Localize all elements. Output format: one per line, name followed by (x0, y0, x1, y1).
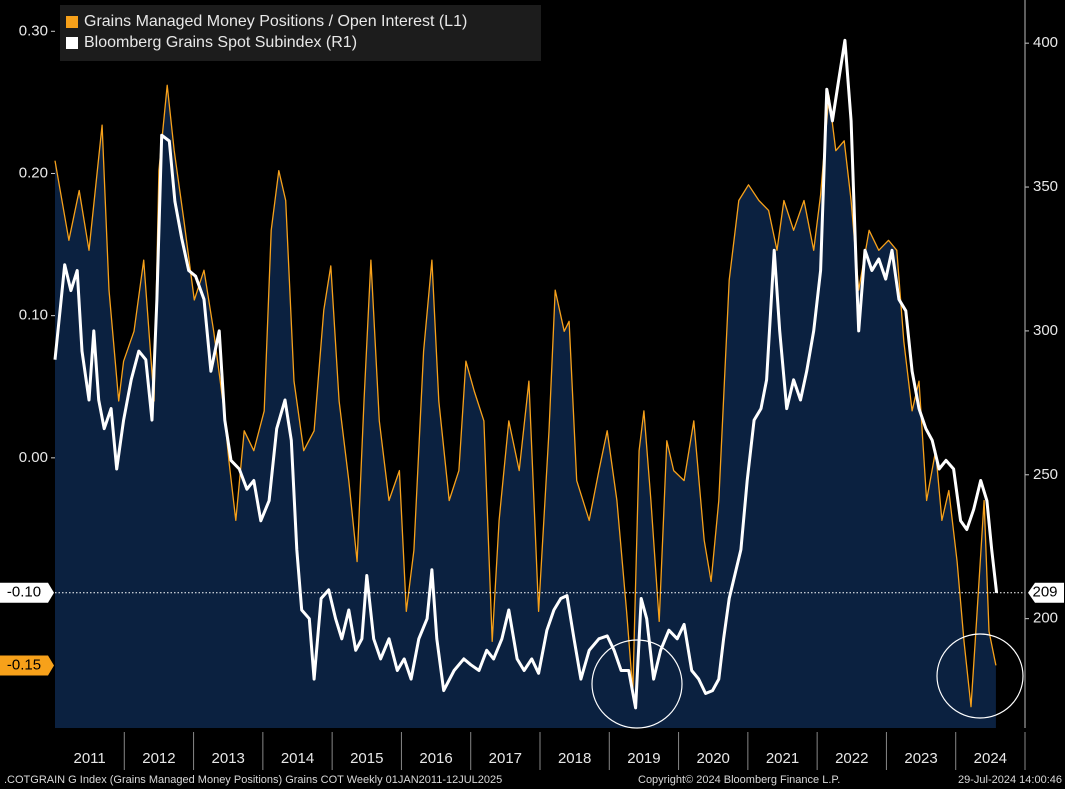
legend-swatch (66, 16, 78, 28)
last-value-label: 209 (1032, 584, 1057, 601)
legend-label: Grains Managed Money Positions / Open In… (84, 13, 467, 30)
y2-tick-label: 300 (1033, 322, 1058, 339)
x-tick-label: 2013 (212, 750, 245, 767)
x-tick-label: 2014 (281, 750, 314, 767)
y-tick-label: 0.30 (19, 22, 48, 39)
legend-box (60, 5, 541, 61)
footer-copyright: Copyright© 2024 Bloomberg Finance L.P. (638, 774, 840, 786)
y2-tick-label: 350 (1033, 178, 1058, 195)
last-value-box (0, 582, 54, 603)
last-value-box (0, 655, 54, 676)
x-tick-label: 2017 (489, 750, 522, 767)
x-tick-label: 2023 (904, 750, 937, 767)
footer-date: 29-Jul-2024 14:00:46 (958, 774, 1062, 786)
x-tick-label: 2019 (627, 750, 660, 767)
x-tick-label: 2020 (697, 750, 730, 767)
y-tick-label: 0.00 (19, 449, 48, 466)
y2-tick-label: 200 (1033, 610, 1058, 627)
legend-label: Bloomberg Grains Spot Subindex (R1) (84, 34, 357, 51)
x-tick-label: 2021 (766, 750, 799, 767)
x-tick-label: 2011 (74, 750, 106, 767)
last-value-box (1028, 582, 1064, 603)
x-tick-label: 2024 (974, 750, 1007, 767)
last-value-label: -0.15 (7, 656, 41, 673)
footer-source: .COTGRAIN G Index (Grains Managed Money … (4, 774, 502, 786)
highlight-circle (591, 639, 683, 729)
legend-swatch (66, 37, 78, 49)
x-tick-label: 2018 (558, 750, 591, 767)
x-tick-label: 2022 (835, 750, 868, 767)
highlight-circle (936, 633, 1024, 719)
y-tick-label: 0.10 (19, 307, 48, 324)
y-tick-label: 0.20 (19, 164, 48, 181)
y2-tick-label: 250 (1033, 466, 1058, 483)
plot-area (51, 0, 1029, 770)
last-value-label: -0.10 (7, 584, 41, 601)
x-tick-label: 2015 (350, 750, 383, 767)
y2-tick-label: 400 (1033, 34, 1058, 51)
x-tick-label: 2012 (142, 750, 175, 767)
x-tick-label: 2016 (419, 750, 452, 767)
area-fill (55, 85, 996, 729)
series-line (53, 38, 999, 710)
